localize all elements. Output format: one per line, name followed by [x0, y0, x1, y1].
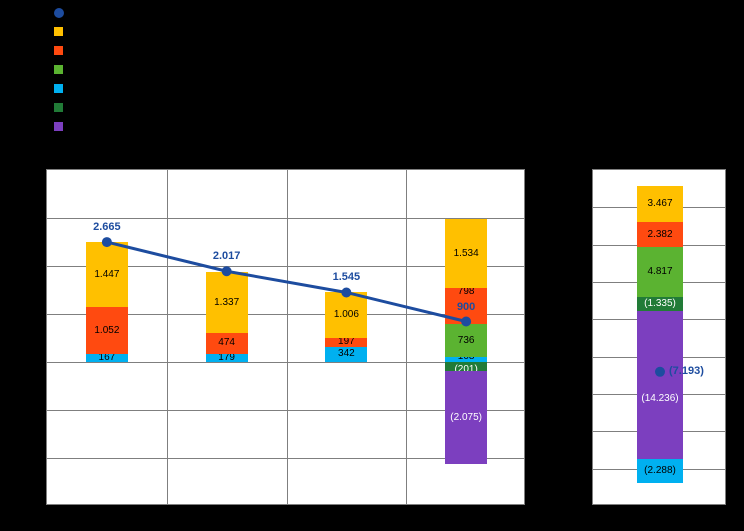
total-value-label: 2.017	[212, 250, 241, 263]
left-series-cyan-segment	[325, 346, 368, 362]
legend-item-total-line	[54, 7, 70, 18]
total-value-label: 900	[456, 300, 476, 313]
segment-value-label: 4.817	[647, 265, 673, 277]
segment-value-label: (1.335)	[644, 297, 676, 309]
segment-value-label: 3.467	[647, 198, 673, 210]
segment-value-label: 1.006	[333, 309, 359, 321]
gridline	[406, 170, 408, 504]
segment-value-label: 1.337	[214, 296, 240, 308]
segment-value-label: (2.288)	[644, 464, 676, 476]
segment-value-label: 1.052	[94, 324, 120, 336]
left-series-orange-segment	[205, 332, 248, 354]
left-series-cyan-segment	[85, 354, 128, 362]
right-series-green-segment	[637, 246, 683, 297]
legend-square-series-orange	[54, 46, 63, 55]
total-value-label: 1.545	[332, 271, 361, 284]
legend-square-series-green	[54, 65, 63, 74]
segment-value-label: 736	[457, 334, 475, 346]
total-value-label: (7.193)	[669, 364, 704, 377]
legend-circle-total-line	[54, 7, 64, 18]
legend-square-series-yellow	[54, 27, 63, 36]
gridline	[47, 362, 524, 363]
left-stacked-bar-chart: 1671.0521.4471794741.3373421971.00610873…	[46, 169, 525, 505]
legend-square-series-purple	[54, 122, 63, 131]
right-series-purple-segment	[637, 310, 683, 459]
gridline	[47, 458, 524, 459]
left-series-purple-segment	[445, 371, 488, 465]
legend-item-series-purple	[54, 122, 70, 131]
legend-item-series-yellow	[54, 27, 70, 36]
right-series-orange-segment	[637, 222, 683, 247]
segment-value-label: 167	[98, 352, 116, 364]
left-series-cyan-segment	[205, 353, 248, 362]
right-series-cyan-segment	[637, 458, 683, 483]
gridline	[47, 218, 524, 219]
segment-value-label: 2.382	[647, 228, 673, 240]
chart-legend	[54, 7, 70, 131]
gridline	[166, 170, 168, 504]
left-series-green-segment	[445, 324, 488, 358]
left-series-cyan-segment	[445, 357, 488, 362]
segment-value-label: 179	[218, 351, 235, 363]
segment-value-label: (201)	[454, 363, 478, 375]
segment-value-label: (14.236)	[641, 392, 679, 404]
legend-item-series-green	[54, 65, 70, 74]
total-value-label: 2.665	[93, 221, 121, 234]
gridline	[47, 410, 524, 411]
legend-item-series-dark-green	[54, 103, 70, 112]
segment-value-label: 197	[338, 336, 355, 348]
right-series-dark-green-segment	[637, 297, 683, 311]
segment-value-label: 342	[338, 348, 355, 360]
right-series-yellow-segment	[637, 186, 683, 223]
segment-value-label: 1.447	[94, 268, 120, 280]
left-series-orange-segment	[325, 337, 368, 347]
left-series-dark-green-segment	[445, 362, 488, 372]
legend-item-series-orange	[54, 46, 70, 55]
segment-value-label: (2.075)	[450, 411, 482, 423]
right-stacked-bar-chart: 4.817 2.382 3.467 (1.335) (14.236) (2.288) (7.…	[592, 169, 726, 505]
legend-square-series-cyan	[54, 84, 63, 93]
segment-value-label: 474	[218, 337, 235, 349]
segment-value-label: 1.534	[453, 247, 479, 259]
gridline	[286, 170, 288, 504]
legend-item-series-cyan	[54, 84, 70, 93]
legend-square-series-dark-green	[54, 103, 63, 112]
